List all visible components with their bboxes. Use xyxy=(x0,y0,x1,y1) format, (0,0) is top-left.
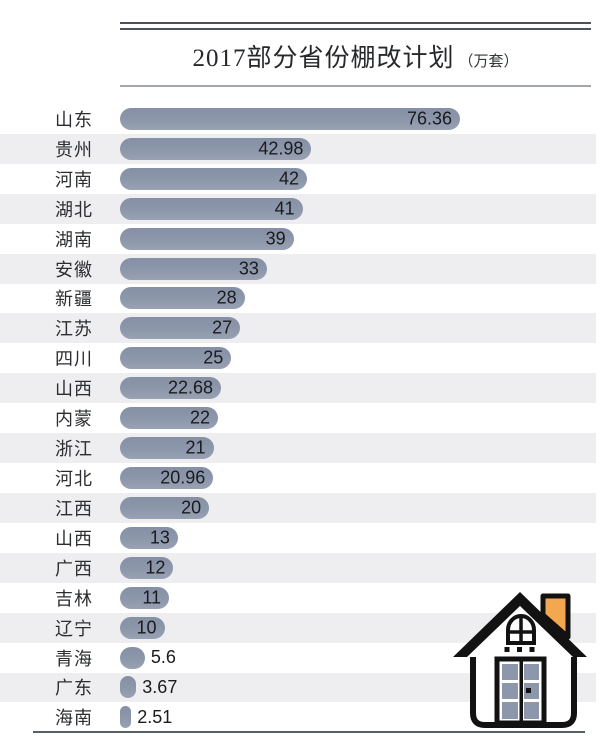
dot-icon xyxy=(504,647,510,652)
house-roof xyxy=(453,592,587,657)
bar: 20.96 xyxy=(120,467,214,490)
bar-value: 76.36 xyxy=(406,108,452,129)
province-label: 河南 xyxy=(55,169,93,190)
bar-value: 28 xyxy=(216,287,237,308)
door-divider xyxy=(519,659,523,723)
bar xyxy=(120,676,137,699)
footer-rule xyxy=(33,731,585,733)
bar xyxy=(120,706,132,729)
bar: 42 xyxy=(120,167,307,190)
dot-icon xyxy=(529,647,535,652)
title-top-double-rule xyxy=(120,22,591,30)
bar-value: 13 xyxy=(149,527,170,548)
bar: 27 xyxy=(120,317,241,340)
province-label: 吉林 xyxy=(55,588,93,609)
chart-row: 广西 12 xyxy=(0,552,596,583)
province-label: 广西 xyxy=(55,558,93,579)
chart-row: 海南 2.51 xyxy=(0,702,596,732)
bar: 33 xyxy=(120,257,267,280)
bar-value: 21 xyxy=(185,437,206,458)
bar: 42.98 xyxy=(120,137,312,160)
province-label: 贵州 xyxy=(55,139,93,160)
chart-row: 山东 76.36 xyxy=(0,104,596,134)
bar-value: 33 xyxy=(238,258,259,279)
province-label: 湖南 xyxy=(55,229,93,250)
chart-row: 安徽 33 xyxy=(0,253,596,284)
bar-value: 42 xyxy=(278,168,299,189)
chart-row: 湖南 39 xyxy=(0,224,596,254)
title-bottom-rule xyxy=(120,85,591,87)
province-label: 海南 xyxy=(55,708,93,729)
bar-value: 22 xyxy=(189,407,210,428)
door-handle-icon xyxy=(526,688,531,693)
chart-title-unit: （万套） xyxy=(458,54,519,70)
bar: 12 xyxy=(120,556,174,579)
bar xyxy=(120,646,145,669)
bar-value: 20 xyxy=(181,497,202,518)
province-label: 广东 xyxy=(55,678,93,699)
province-label: 山东 xyxy=(55,109,93,130)
bar: 22.68 xyxy=(120,377,221,400)
bar-value: 42.98 xyxy=(258,138,304,159)
house-icon xyxy=(453,592,587,728)
chart-row: 江苏 27 xyxy=(0,313,596,344)
bar-value: 39 xyxy=(265,228,286,249)
bar: 25 xyxy=(120,347,232,370)
province-label: 新疆 xyxy=(55,289,93,310)
province-label: 青海 xyxy=(55,648,93,669)
chart-title: 2017部分省份棚改计划 （万套） xyxy=(120,38,591,74)
chart-row: 内蒙 22 xyxy=(0,403,596,433)
chart-row: 浙江 21 xyxy=(0,433,596,464)
chart-row: 吉林 11 xyxy=(0,583,596,613)
bar-value: 12 xyxy=(145,557,166,578)
bar: 28 xyxy=(120,287,245,310)
chart-row: 青海 5.6 xyxy=(0,643,596,673)
bar-value: 27 xyxy=(212,317,233,338)
bar-value: 5.6 xyxy=(150,647,176,668)
province-label: 四川 xyxy=(55,349,93,370)
province-label: 江西 xyxy=(55,498,93,519)
bar-value: 2.51 xyxy=(137,706,173,727)
bar-value: 20.96 xyxy=(160,467,206,488)
bar: 11 xyxy=(120,586,169,609)
chart-row: 河南 42 xyxy=(0,164,596,194)
bar-value: 22.68 xyxy=(167,377,213,398)
province-label: 浙江 xyxy=(55,439,93,460)
door-panes xyxy=(502,664,539,719)
bar: 10 xyxy=(120,616,165,639)
chart-row: 江西 20 xyxy=(0,492,596,523)
province-label: 辽宁 xyxy=(55,618,93,639)
bar-value: 25 xyxy=(203,347,224,368)
bar-value: 11 xyxy=(142,587,161,608)
bar: 76.36 xyxy=(120,107,460,130)
bar-value: 41 xyxy=(274,198,295,219)
province-label: 山西 xyxy=(55,379,93,400)
chart-row: 贵州 42.98 xyxy=(0,133,596,164)
province-label: 河北 xyxy=(55,469,93,490)
chart-title-text: 2017部分省份棚改计划 xyxy=(192,45,455,72)
province-label: 江苏 xyxy=(55,319,93,340)
chimney-icon xyxy=(540,593,571,640)
bar-value: 10 xyxy=(136,617,157,638)
bar: 41 xyxy=(120,197,303,220)
chart-row: 湖北 41 xyxy=(0,193,596,224)
chart-row: 山西 13 xyxy=(0,523,596,553)
chart-row: 新疆 28 xyxy=(0,284,596,314)
bar-chart-rows: 山东 76.36 贵州 42.98 河南 42 湖北 41 湖南 39 安徽 33 新疆 28 江苏 27 四川… xyxy=(0,104,600,732)
bar: 20 xyxy=(120,496,210,519)
province-label: 安徽 xyxy=(55,259,93,280)
chart-row: 山西 22.68 xyxy=(0,373,596,404)
bar-value: 3.67 xyxy=(142,676,178,697)
dot-icon xyxy=(517,647,522,652)
province-label: 内蒙 xyxy=(55,409,93,430)
province-label: 湖北 xyxy=(55,199,93,220)
bar: 21 xyxy=(120,437,214,460)
bar: 13 xyxy=(120,526,178,549)
province-label: 山西 xyxy=(55,528,93,549)
bar: 39 xyxy=(120,227,294,250)
bar: 22 xyxy=(120,407,218,430)
chart-row: 河北 20.96 xyxy=(0,463,596,493)
chart-row: 四川 25 xyxy=(0,343,596,373)
